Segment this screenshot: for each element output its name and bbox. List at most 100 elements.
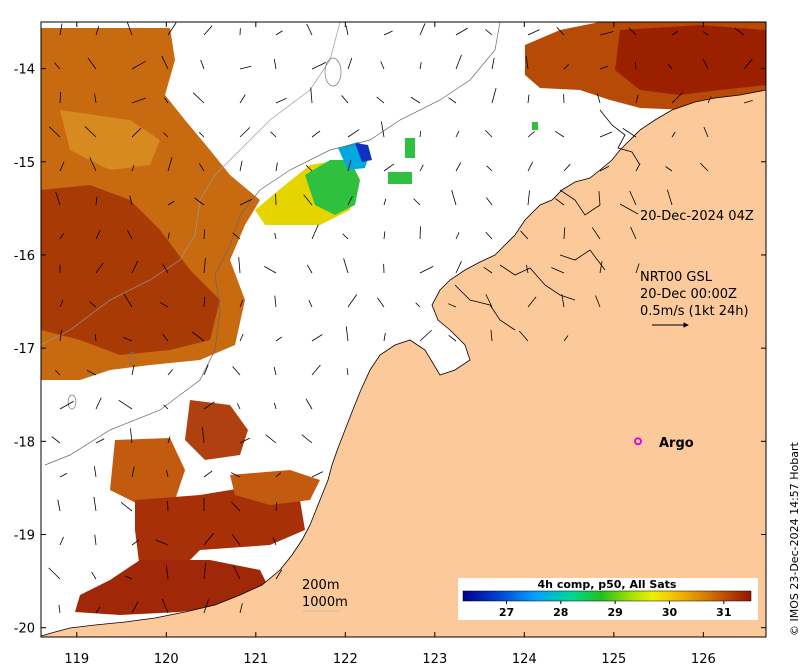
current-vectors [48,22,753,614]
current-vector [634,62,637,70]
current-vector [203,364,209,376]
current-vector [166,565,169,580]
colorbar-tick-label: 27 [499,606,514,619]
current-vector [273,58,277,70]
current-vector [48,126,61,138]
current-vector [311,62,327,70]
x-tick-label: 120 [154,652,179,667]
current-vector [599,261,603,274]
x-tick-label: 124 [512,652,537,667]
shoal-2 [128,351,136,365]
colorbar-gradient [462,590,752,602]
current-vector [591,227,601,240]
sst-speck-green-2 [405,138,415,158]
current-scale-label: 0.5m/s (1kt 24h) [640,304,749,319]
current-vector [275,162,278,172]
current-vector [556,27,565,36]
current-vector [265,434,277,444]
current-vector [383,163,395,172]
current-vector [232,232,241,240]
current-vector [95,26,100,36]
current-vector [202,427,205,444]
current-vector [527,190,530,206]
current-vector [599,165,610,172]
current-vector [306,264,313,274]
current-vector [232,565,241,580]
current-vector [203,296,206,308]
current-vector [308,299,313,308]
current-vector [163,132,169,138]
current-vector [419,164,424,172]
current-vector [131,60,146,70]
current-vector [95,196,98,206]
current-vector [551,267,565,274]
current-title-label: NRT00 GSL [640,270,713,285]
current-vector [95,606,101,614]
current-vector [272,537,277,546]
current-vector [59,330,62,342]
current-vector [264,266,277,274]
current-vector [743,100,753,104]
current-vector [95,438,105,444]
current-vector [275,569,283,580]
current-vector [86,369,97,376]
shoal-3 [67,394,77,410]
current-vector [194,197,205,206]
current-vector [419,266,434,274]
y-tick-label: -20 [14,622,35,637]
current-vector [380,121,385,138]
current-vector [191,331,205,342]
current-vector [167,436,171,444]
current-vector [345,25,349,36]
current-vector [518,330,529,342]
current-vector [703,126,709,138]
current-vector [167,232,170,240]
colorbar-tick-label: 29 [607,606,622,619]
current-vector [629,190,637,206]
current-vector [483,266,493,274]
current-vector [239,333,244,342]
current-vector [203,229,205,240]
current-vector [671,131,676,138]
current-vector [455,130,460,138]
argo-float-marker[interactable] [634,437,642,446]
current-vector [451,190,457,206]
current-vector [306,23,313,36]
current-vector [87,57,97,70]
sst-patch-southwest-1 [185,400,248,460]
current-vector [561,294,565,308]
current-vector [599,65,608,70]
y-tick-label: -17 [14,342,35,357]
y-tick-label: -19 [14,529,35,544]
current-vector [342,233,349,240]
current-vector [162,263,169,274]
current-vector [155,539,169,546]
shoal-1 [324,57,342,87]
current-vector [123,293,133,308]
current-vector [275,97,287,104]
current-date-label: 20-Dec 00:00Z [640,287,737,302]
current-vector [203,470,213,478]
current-vector [239,127,251,138]
current-vector [274,295,277,308]
current-vector [311,130,321,138]
current-vector [666,189,673,206]
colorbar-tick-label: 31 [716,606,731,619]
current-vector [165,470,169,478]
current-vector [491,57,495,70]
sst-patch-northeast-hot [615,25,766,95]
current-vector [485,294,493,308]
x-tick-label: 119 [64,652,89,667]
current-vector [671,31,679,36]
current-vector [203,599,209,614]
current-vector [347,129,360,138]
current-vector [343,258,349,274]
sst-patch-southwest-2 [110,438,185,505]
current-vector [563,163,571,172]
current-vector [311,224,319,240]
current-vector [383,30,393,36]
current-vector [596,93,601,104]
current-vector [303,194,313,206]
x-axis: 119 120 121 122 123 124 125 126 [64,22,716,667]
current-vector [131,260,139,274]
